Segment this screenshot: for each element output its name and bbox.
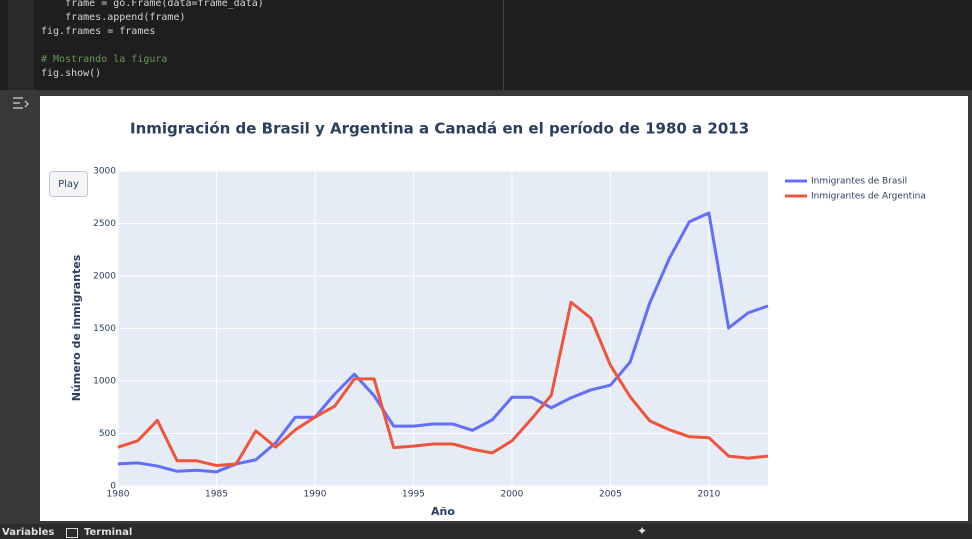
y-axis-label: Número de inmigrantes <box>70 254 83 401</box>
legend-label: Inmigrantes de Brasil <box>811 177 907 187</box>
code-line: frame = go.Frame(data=frame_data) <box>41 0 264 9</box>
divider <box>503 0 504 90</box>
play-button[interactable]: Play <box>49 171 88 197</box>
terminal-icon <box>66 528 78 538</box>
y-tick-label: 500 <box>99 429 116 439</box>
chart-title: Inmigración de Brasil y Argentina a Cana… <box>130 120 749 138</box>
x-tick-label: 1985 <box>205 490 228 500</box>
y-tick-label: 2500 <box>93 219 116 229</box>
x-tick-label: 2005 <box>599 490 622 500</box>
y-tick-label: 2000 <box>93 272 116 282</box>
x-tick-label: 1990 <box>304 490 327 500</box>
series-line <box>117 211 769 474</box>
output-icon[interactable] <box>12 96 30 110</box>
play-label[interactable]: Play <box>58 179 79 190</box>
bottom-bar: Variables Terminal ✦ <box>0 524 972 539</box>
y-tick-label: 0 <box>110 482 116 492</box>
legend-label: Inmigrantes de Argentina <box>811 192 926 202</box>
variables-tab[interactable]: Variables <box>2 527 55 538</box>
x-tick-label: 2000 <box>500 490 523 500</box>
terminal-tab[interactable]: Terminal <box>84 527 133 538</box>
sparkle-icon[interactable]: ✦ <box>637 524 648 538</box>
cell-gutter <box>8 0 34 90</box>
y-tick-label: 3000 <box>93 167 116 177</box>
x-tick-label: 1995 <box>402 490 425 500</box>
y-tick-label: 1000 <box>93 377 116 387</box>
x-axis-label: Año <box>431 505 455 518</box>
x-tick-label: 1980 <box>107 490 130 500</box>
code-comment: # Mostrando la figura <box>41 54 168 65</box>
x-tick-label: 2010 <box>697 490 720 500</box>
series-line <box>117 300 769 468</box>
code-line: fig.show() <box>41 68 102 79</box>
chart: Inmigración de Brasil y Argentina a Cana… <box>40 96 968 521</box>
code-cell[interactable]: frame = go.Frame(data=frame_data) frames… <box>0 0 972 90</box>
code-line: frames.append(frame) <box>41 12 186 23</box>
code-line: fig.frames = frames <box>41 26 156 37</box>
y-tick-label: 1500 <box>93 324 116 334</box>
